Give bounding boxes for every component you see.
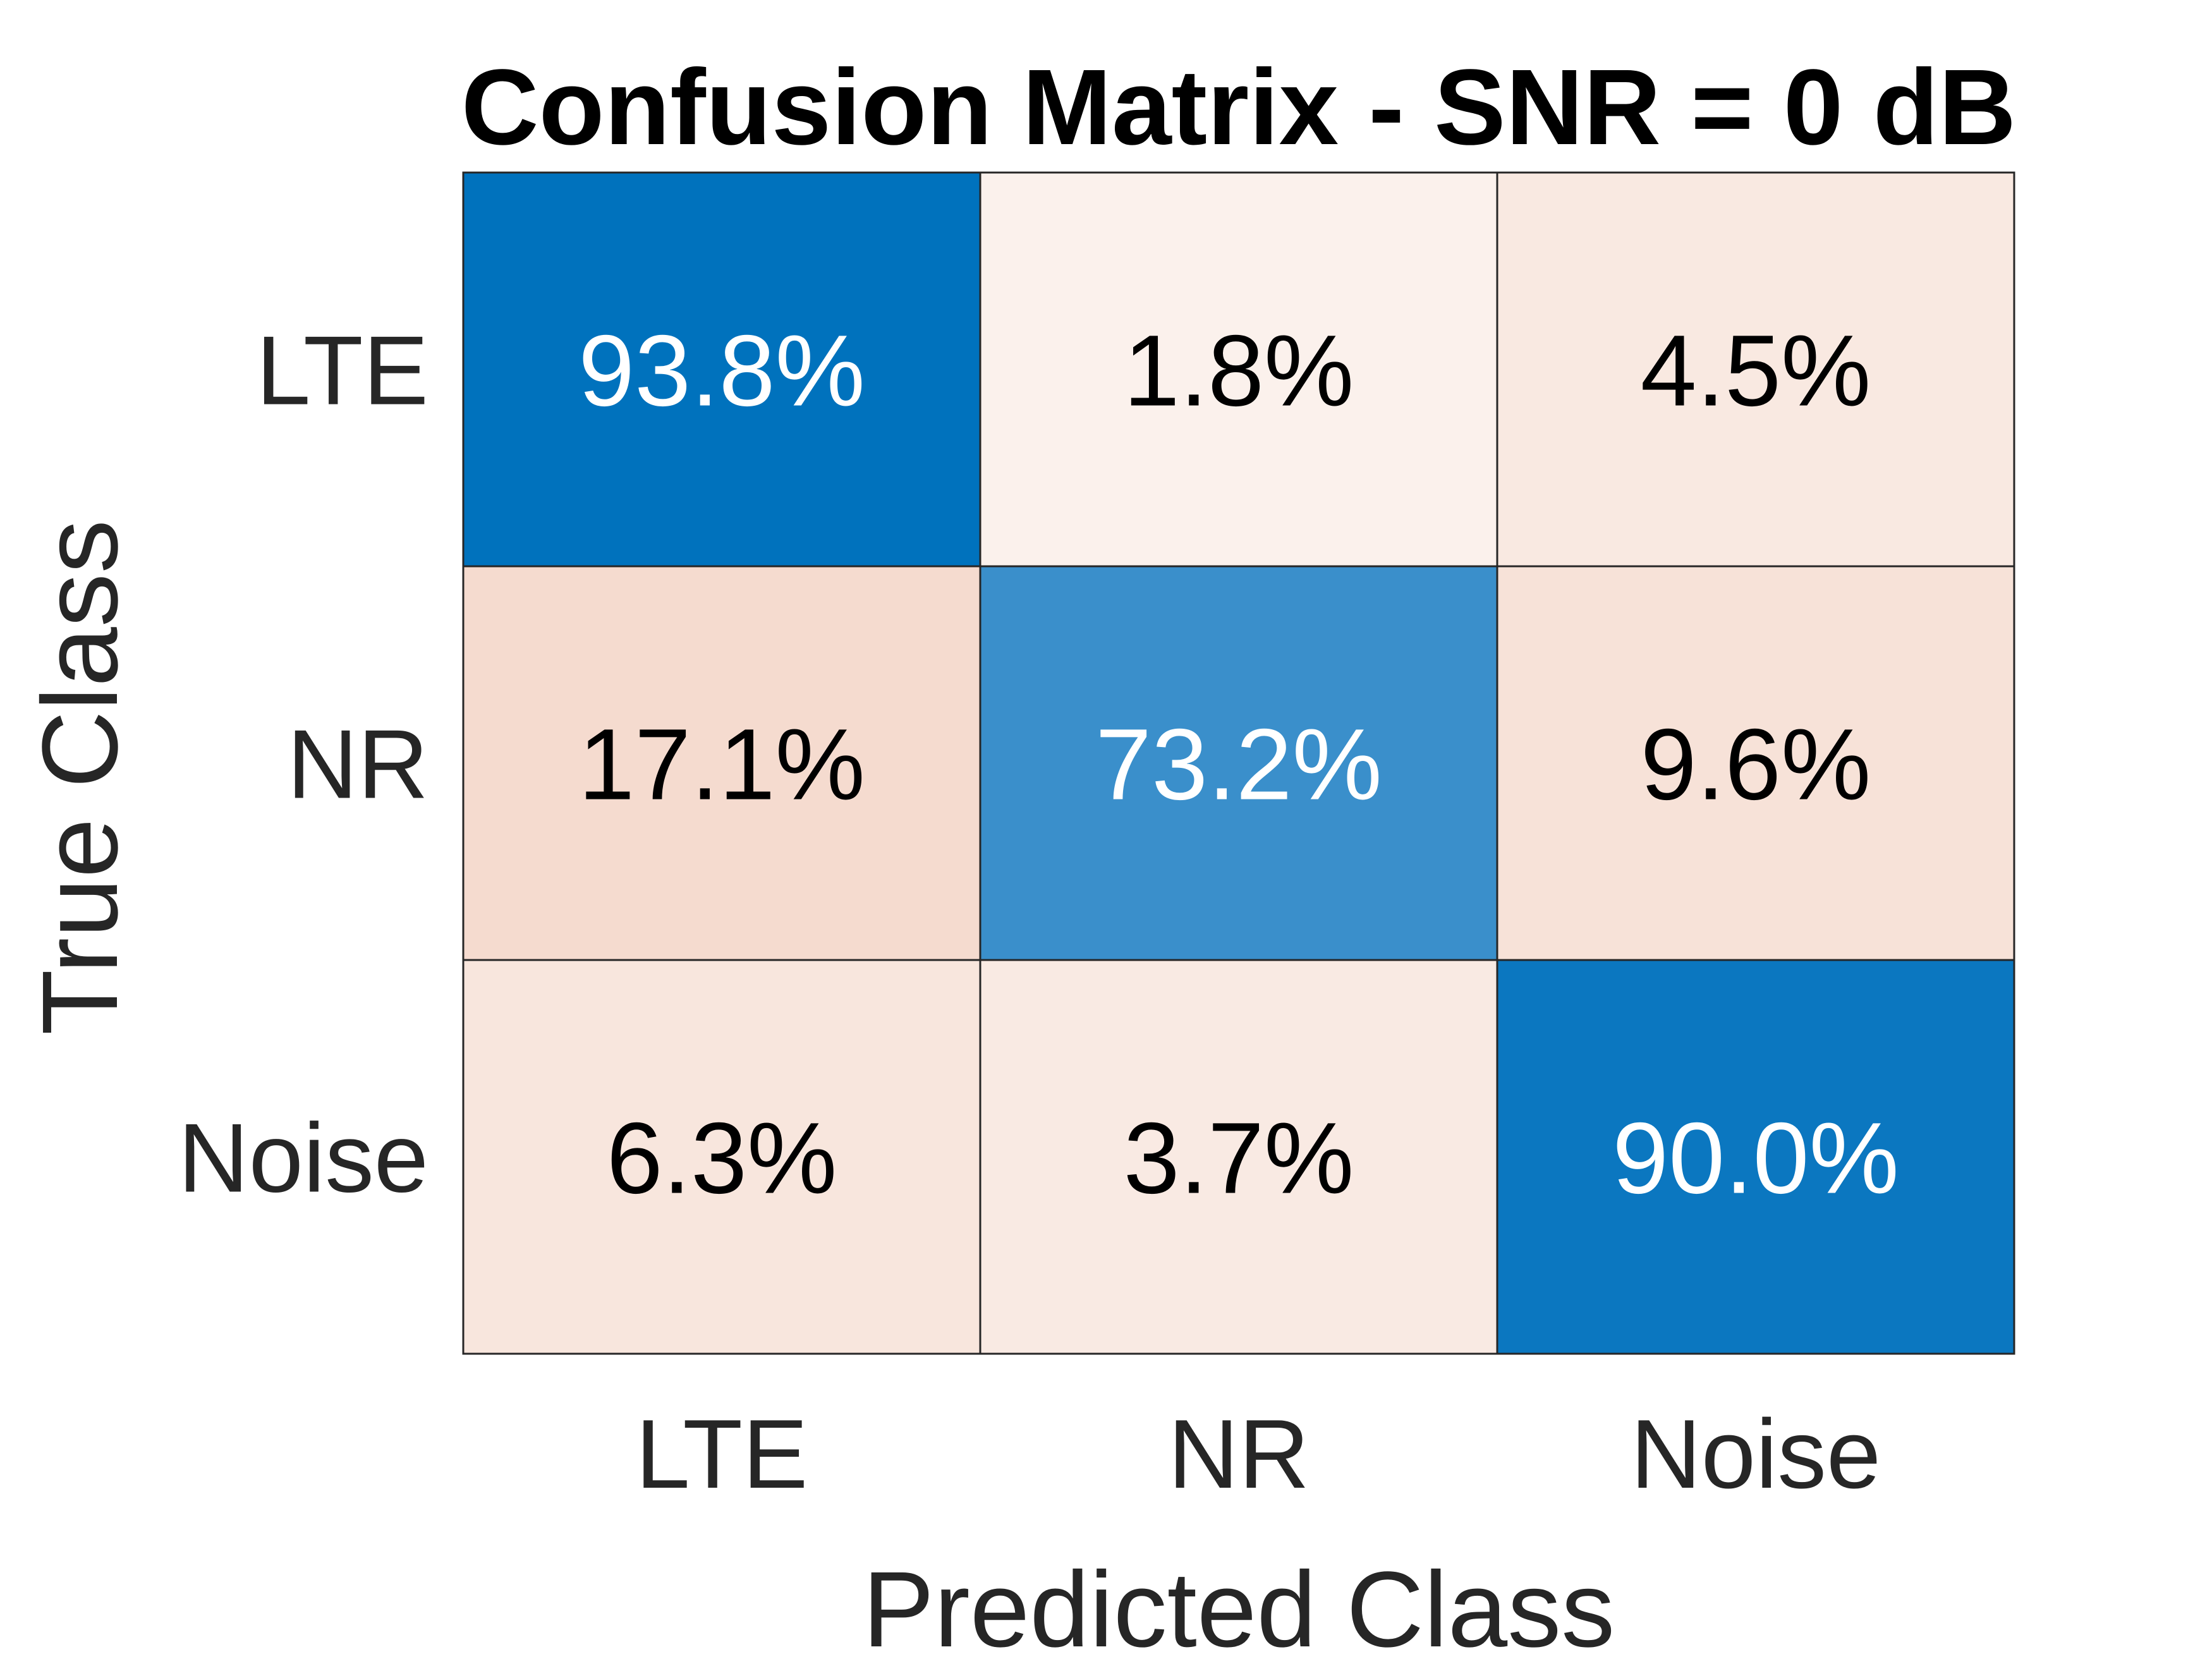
cell-label: 3.7% (1124, 1102, 1354, 1215)
x-axis-label: Predicted Class (863, 1550, 1615, 1659)
cell-label: 90.0% (1612, 1102, 1899, 1215)
x-tick-label: Noise (1631, 1399, 1881, 1509)
matrix-cell (462, 959, 981, 1355)
matrix-cell (979, 959, 1498, 1355)
cell-label: 9.6% (1641, 708, 1871, 821)
cell-label: 17.1% (578, 708, 865, 821)
cell-label: 1.8% (1124, 314, 1354, 427)
x-tick-label: NR (1168, 1399, 1310, 1509)
matrix-cell (979, 565, 1498, 961)
matrix-cells: 93.8% 1.8% 4.5% 17.1% 73.2% 9.6% 6.3% 3.7% 90.0% (462, 171, 2015, 1355)
chart-title: Confusion Matrix - SNR = 0 dB (461, 47, 2016, 167)
matrix-cell (1496, 171, 2015, 568)
y-axis-label: True Class (20, 520, 140, 1035)
matrix-cell (462, 171, 981, 568)
matrix-cell (462, 565, 981, 961)
matrix-cell (1496, 959, 2015, 1355)
x-tick-labels: LTE NR Noise (636, 1399, 1881, 1509)
x-tick-label: LTE (636, 1399, 808, 1509)
cell-label: 6.3% (607, 1102, 837, 1215)
y-tick-label: LTE (256, 316, 428, 425)
y-tick-labels: LTE NR Noise (178, 316, 428, 1213)
matrix-cell (979, 171, 1498, 568)
y-tick-label: Noise (178, 1103, 428, 1213)
cell-label: 93.8% (578, 314, 865, 427)
matrix-cell (1496, 565, 2015, 961)
y-tick-label: NR (287, 710, 428, 819)
cell-label: 4.5% (1641, 314, 1871, 427)
cell-label: 73.2% (1095, 708, 1382, 821)
